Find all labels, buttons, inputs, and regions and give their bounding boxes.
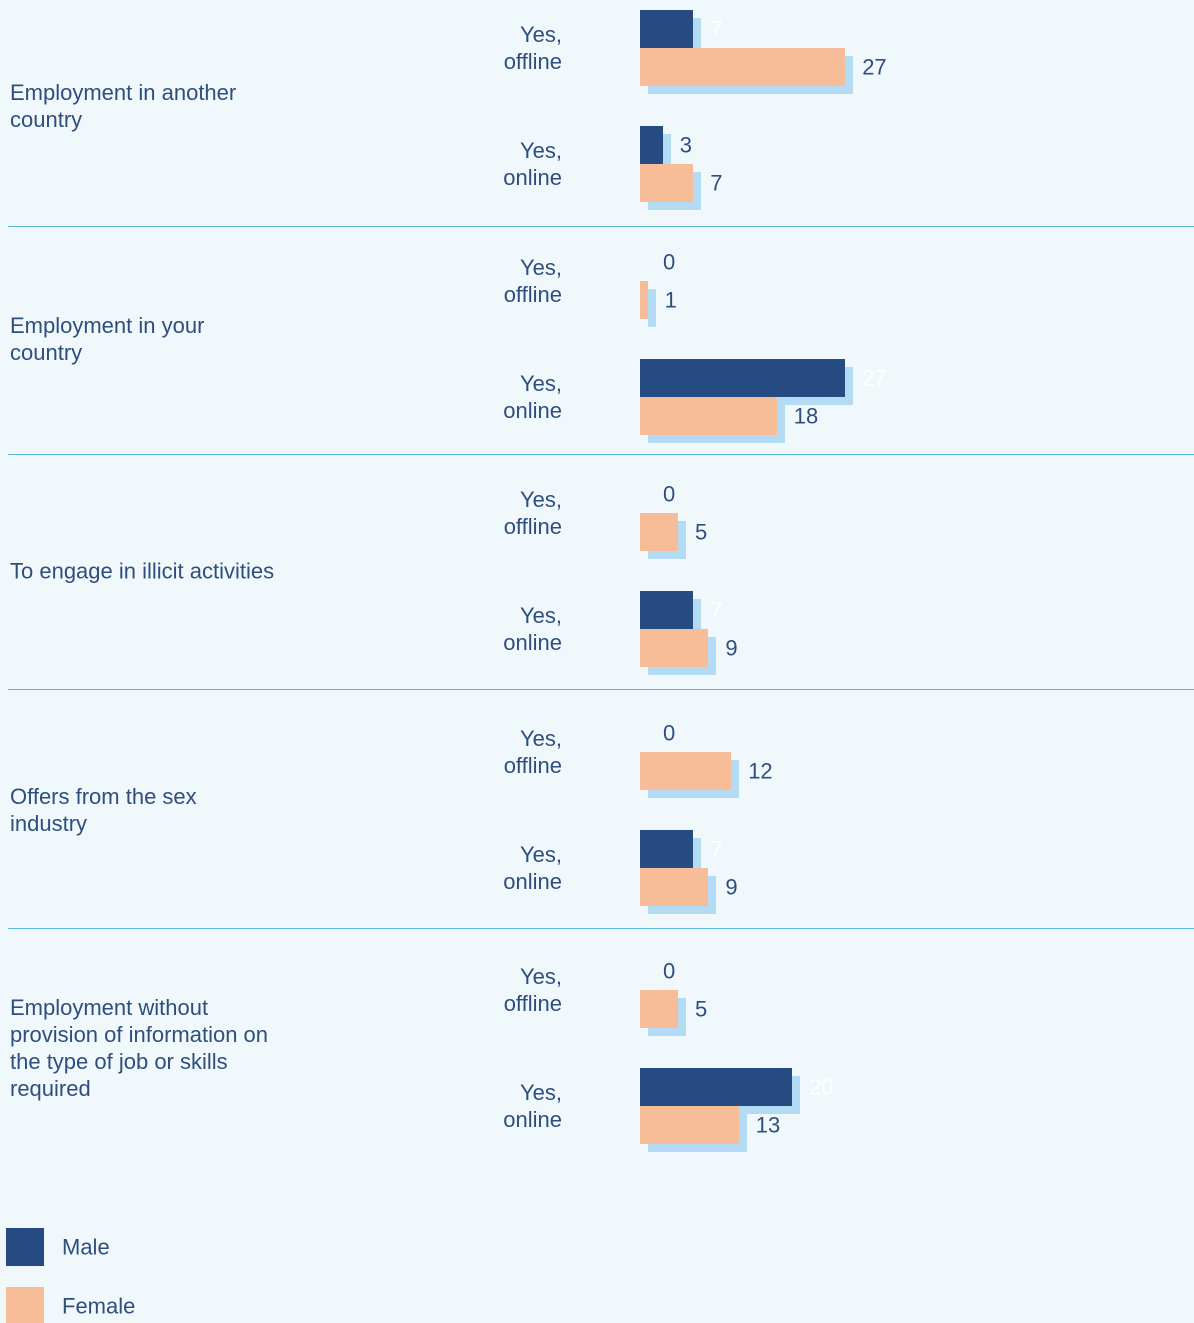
value-label: 7 <box>710 170 723 196</box>
value-label: 3 <box>679 132 693 158</box>
legend-swatch <box>6 1287 44 1323</box>
bar <box>640 281 648 319</box>
category-label: Yes, online <box>503 138 562 190</box>
category-label: Yes, online <box>503 603 562 655</box>
value-label: 12 <box>748 758 773 784</box>
bar <box>640 48 846 86</box>
legend-label: Male <box>62 1234 110 1260</box>
group-label: Employment in your country <box>10 313 205 365</box>
category-label: Yes, offline <box>503 726 562 778</box>
separator <box>8 689 1194 690</box>
bar <box>640 513 678 551</box>
separator <box>8 226 1194 227</box>
value-label: 7 <box>710 16 723 42</box>
category-label: Yes, offline <box>503 964 562 1016</box>
bar <box>640 830 694 868</box>
group-label: Employment in another country <box>10 80 237 132</box>
value-label: 7 <box>710 836 723 862</box>
bar <box>640 1068 792 1106</box>
value-label: 27 <box>862 54 887 80</box>
bar <box>640 359 846 397</box>
bar <box>640 990 678 1028</box>
bar <box>640 591 694 629</box>
value-label: 27 <box>862 365 887 391</box>
category-label: Yes, online <box>503 1080 562 1132</box>
category-label: Yes, offline <box>503 255 562 307</box>
bar-shadow <box>648 289 656 327</box>
bar <box>640 10 694 48</box>
value-label: 5 <box>695 519 708 545</box>
bar <box>640 126 663 164</box>
legend-swatch <box>6 1228 44 1266</box>
bar <box>640 868 709 906</box>
group-label: To engage in illicit activities <box>10 558 275 584</box>
value-label: 0 <box>663 958 676 984</box>
value-label: 13 <box>755 1112 781 1138</box>
category-label: Yes, online <box>503 371 562 423</box>
value-label: 18 <box>793 403 819 429</box>
category-label: Yes, offline <box>503 487 562 539</box>
value-label: 7 <box>710 597 723 623</box>
bar <box>640 1106 739 1144</box>
value-label: 20 <box>809 1074 834 1100</box>
value-label: 0 <box>663 249 676 275</box>
value-label: 5 <box>695 996 708 1022</box>
bar <box>640 164 694 202</box>
legend-label: Female <box>62 1293 136 1319</box>
value-label: 9 <box>725 874 738 900</box>
bar <box>640 397 777 435</box>
bar <box>640 752 732 790</box>
value-label: 0 <box>663 481 676 507</box>
value-label: 9 <box>725 635 738 661</box>
group-label: Employment without provision of informat… <box>10 995 269 1101</box>
separator <box>8 454 1194 455</box>
category-label: Yes, online <box>503 842 562 894</box>
value-label: 0 <box>663 720 676 746</box>
separator <box>8 928 1194 929</box>
group-label: Offers from the sex industry <box>10 784 197 836</box>
value-label: 1 <box>664 287 677 313</box>
bar <box>640 629 709 667</box>
category-label: Yes, offline <box>503 22 562 74</box>
